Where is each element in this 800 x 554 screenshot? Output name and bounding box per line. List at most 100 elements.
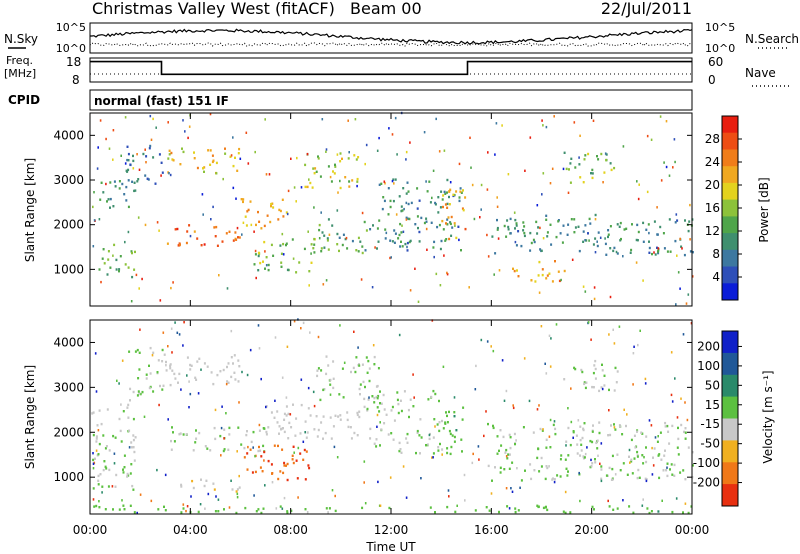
rti-cell — [357, 156, 360, 159]
rti-cell — [448, 429, 451, 433]
rti-cell — [254, 455, 256, 458]
rti-cell — [122, 471, 125, 474]
rti-cell — [145, 373, 148, 376]
rti-cell — [336, 456, 339, 459]
rti-cell — [337, 191, 339, 194]
rti-cell — [383, 408, 386, 411]
rti-cell — [405, 218, 408, 221]
rti-cell — [127, 205, 130, 209]
rti-cell — [594, 377, 597, 380]
rti-cell — [167, 157, 170, 160]
rti-cell — [651, 473, 654, 476]
rti-cell — [290, 157, 292, 160]
rti-cell — [92, 205, 94, 209]
rti-cell — [538, 404, 540, 407]
rti-cell — [92, 433, 95, 437]
rti-cell — [107, 258, 110, 261]
rti-cell — [485, 506, 488, 509]
rti-cell — [156, 371, 159, 374]
rti-cell — [116, 379, 118, 382]
rti-cell — [426, 190, 429, 193]
rti-cell — [402, 187, 405, 190]
rti-cell — [446, 271, 448, 275]
rti-cell — [515, 439, 517, 442]
rti-cell — [107, 485, 110, 488]
rti-cell — [432, 169, 435, 172]
rti-cell — [170, 286, 172, 290]
rti-cell — [605, 474, 608, 477]
rti-cell — [662, 232, 665, 235]
rti-cell — [203, 362, 206, 365]
rti-cell — [93, 505, 96, 508]
rti-cell — [325, 150, 327, 153]
rti-cell — [401, 224, 403, 227]
rti-cell — [666, 250, 669, 253]
rti-cell — [264, 250, 266, 253]
rti-cell — [133, 268, 136, 271]
rti-cell — [246, 210, 249, 213]
rti-cell — [330, 180, 333, 183]
rti-cell — [600, 477, 603, 480]
rti-cell — [148, 386, 151, 390]
rti-cell — [483, 434, 485, 438]
rti-cell — [363, 405, 366, 409]
rti-cell — [134, 189, 137, 192]
rti-cell — [247, 162, 250, 165]
rti-cell — [260, 377, 262, 381]
rti-cell — [448, 495, 450, 498]
rti-cell — [541, 268, 544, 271]
rti-cell — [326, 237, 329, 240]
rti-cell — [127, 152, 130, 156]
rti-cell — [508, 507, 511, 510]
rti-cell — [346, 411, 349, 414]
rti-cell — [553, 478, 556, 481]
rti-cell — [395, 213, 398, 216]
rti-cell — [215, 172, 218, 175]
rti-cell — [596, 155, 598, 158]
rti-cell — [503, 224, 506, 228]
rti-cell — [570, 157, 573, 160]
rti-cell — [353, 431, 356, 435]
rti-cell — [405, 192, 408, 195]
rti-cell — [215, 225, 218, 229]
rti-cell — [405, 437, 408, 440]
freq-label-line2: [MHz] — [4, 67, 36, 80]
rti-cell — [680, 423, 683, 427]
rti-cell — [243, 456, 246, 459]
rti-cell — [128, 429, 131, 432]
rti-cell — [253, 494, 255, 497]
time-tick-label: 12:00 — [374, 523, 409, 537]
rti-cell — [457, 225, 460, 228]
rti-cell — [366, 371, 369, 374]
rti-cell — [235, 490, 238, 493]
rti-cell — [542, 506, 545, 510]
rti-cell — [265, 405, 267, 409]
rti-cell — [433, 255, 435, 259]
rti-cell — [182, 507, 185, 510]
rti-cell — [539, 248, 542, 251]
rti-cell — [672, 166, 674, 169]
rti-cell — [149, 346, 152, 350]
rti-cell — [434, 392, 437, 396]
rti-cell — [635, 238, 638, 242]
rti-cell — [171, 158, 174, 161]
rti-cell — [471, 183, 474, 187]
rti-cell — [296, 477, 299, 480]
rti-cell — [446, 421, 449, 424]
rti-cell — [453, 411, 456, 414]
rti-cell — [145, 161, 147, 164]
rti-cell — [195, 429, 197, 432]
rti-cell — [338, 236, 341, 239]
rti-cell — [432, 436, 435, 439]
rti-cell — [272, 254, 275, 257]
rti-cell — [157, 508, 160, 511]
rti-cell — [222, 368, 225, 372]
rti-cell — [613, 423, 615, 426]
rti-cell — [629, 461, 631, 464]
rti-cell — [254, 253, 257, 256]
rti-cell — [130, 250, 133, 253]
rti-cell — [131, 275, 134, 279]
rti-cell — [277, 444, 279, 448]
rti-cell — [428, 437, 431, 441]
